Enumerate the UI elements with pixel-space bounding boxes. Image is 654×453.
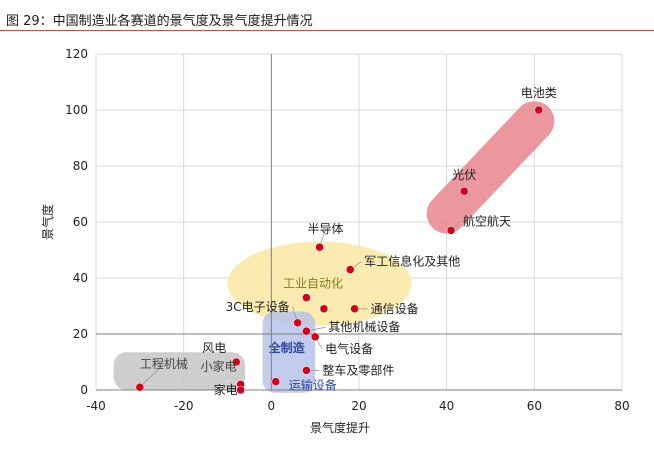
x-tick-label: 40 [439,399,454,413]
data-point [315,242,324,252]
point-label: 家电 [214,382,238,397]
point-label: 小家电 [201,358,237,373]
figure-header: 图 29：中国制造业各赛道的景气度及景气度提升情况 [0,0,654,31]
figure-title: 图 29：中国制造业各赛道的景气度及景气度提升情况 [6,14,313,29]
y-tick-label: 60 [73,215,88,229]
point-label: 运输设备 [289,378,337,393]
data-point [459,186,469,196]
x-axis-label: 景气度提升 [310,420,370,435]
x-tick-label: 20 [351,399,366,413]
point-label: 工程机械 [140,356,188,371]
data-point [302,293,311,302]
data-point [302,366,311,375]
point-label: 航空航天 [463,213,511,228]
point-label: 军工信息化及其他 [364,254,460,269]
data-point [446,226,456,235]
y-tick-label: 120 [65,47,88,61]
point-label: 风电 [202,341,226,355]
data-point [302,326,311,336]
data-point [534,105,543,115]
data-point [310,332,320,342]
x-tick-label: 0 [268,399,276,413]
point-label: 电气设备 [325,341,373,356]
y-tick-label: 20 [73,327,88,341]
axes [96,54,622,391]
y-tick-label: 0 [80,383,88,397]
data-point [236,385,245,395]
leader-line [139,363,165,388]
x-tick-label: 80 [614,399,629,413]
title-divider [0,30,654,31]
x-tick-label: -20 [174,399,194,413]
point-label: 3C电子设备 [226,300,290,314]
data-point [135,382,145,392]
point-label: 半导体 [308,222,344,236]
x-tick-label: 60 [527,399,542,413]
y-axis-label: 景气度 [40,204,55,240]
zone-yellow [227,241,412,326]
data-point [345,265,355,274]
data-point [271,377,280,386]
x-tick-label: -40 [86,399,106,413]
y-tick-label: 40 [73,271,88,285]
point-label: 其他机械设备 [328,319,400,334]
point-label: 电池类 [521,86,557,100]
point-label: 通信设备 [371,302,419,316]
point-label: 光伏 [452,168,476,182]
y-tick-label: 100 [65,103,88,117]
data-points [135,105,543,395]
y-tick-label: 80 [73,159,88,173]
data-point [319,304,329,314]
data-point [232,357,241,367]
point-label: 整车及零部件 [322,362,394,377]
tick-labels: -40 -20 0 20 40 60 80 0 20 40 60 80 100 120 [65,47,630,413]
zone-blue [262,311,316,393]
data-point [350,304,359,314]
data-point [293,318,302,328]
zone-red [426,101,555,234]
zone-label: 工业自动化 [283,277,343,291]
zone-label: 全制造 [268,340,306,355]
